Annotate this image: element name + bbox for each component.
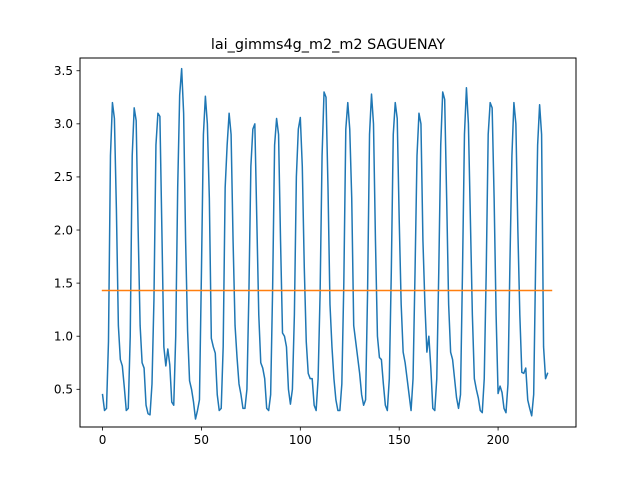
y-tick-label: 0.5: [54, 383, 73, 397]
y-tick-label: 3.0: [54, 117, 73, 131]
x-tick-label: 200: [487, 433, 510, 447]
plot-frame: [79, 57, 577, 428]
y-axis: 0.5 1.0 1.5 2.0 2.5 3.0 3.5: [54, 64, 80, 397]
y-tick-label: 3.5: [54, 64, 73, 78]
x-tick-label: 150: [388, 433, 411, 447]
x-tick-label: 0: [99, 433, 107, 447]
series-layer: [101, 67, 553, 420]
x-tick-label: 50: [194, 433, 209, 447]
series-line-1: [101, 67, 549, 420]
y-tick-label: 2.0: [54, 223, 73, 237]
y-tick-label: 1.0: [54, 330, 73, 344]
y-tick-label: 2.5: [54, 170, 73, 184]
chart-title: lai_gimms4g_m2_m2 SAGUENAY: [211, 37, 446, 53]
y-tick-label: 1.5: [54, 276, 73, 290]
x-tick-label: 100: [289, 433, 312, 447]
x-axis: 0 50 100 150 200: [99, 427, 510, 447]
